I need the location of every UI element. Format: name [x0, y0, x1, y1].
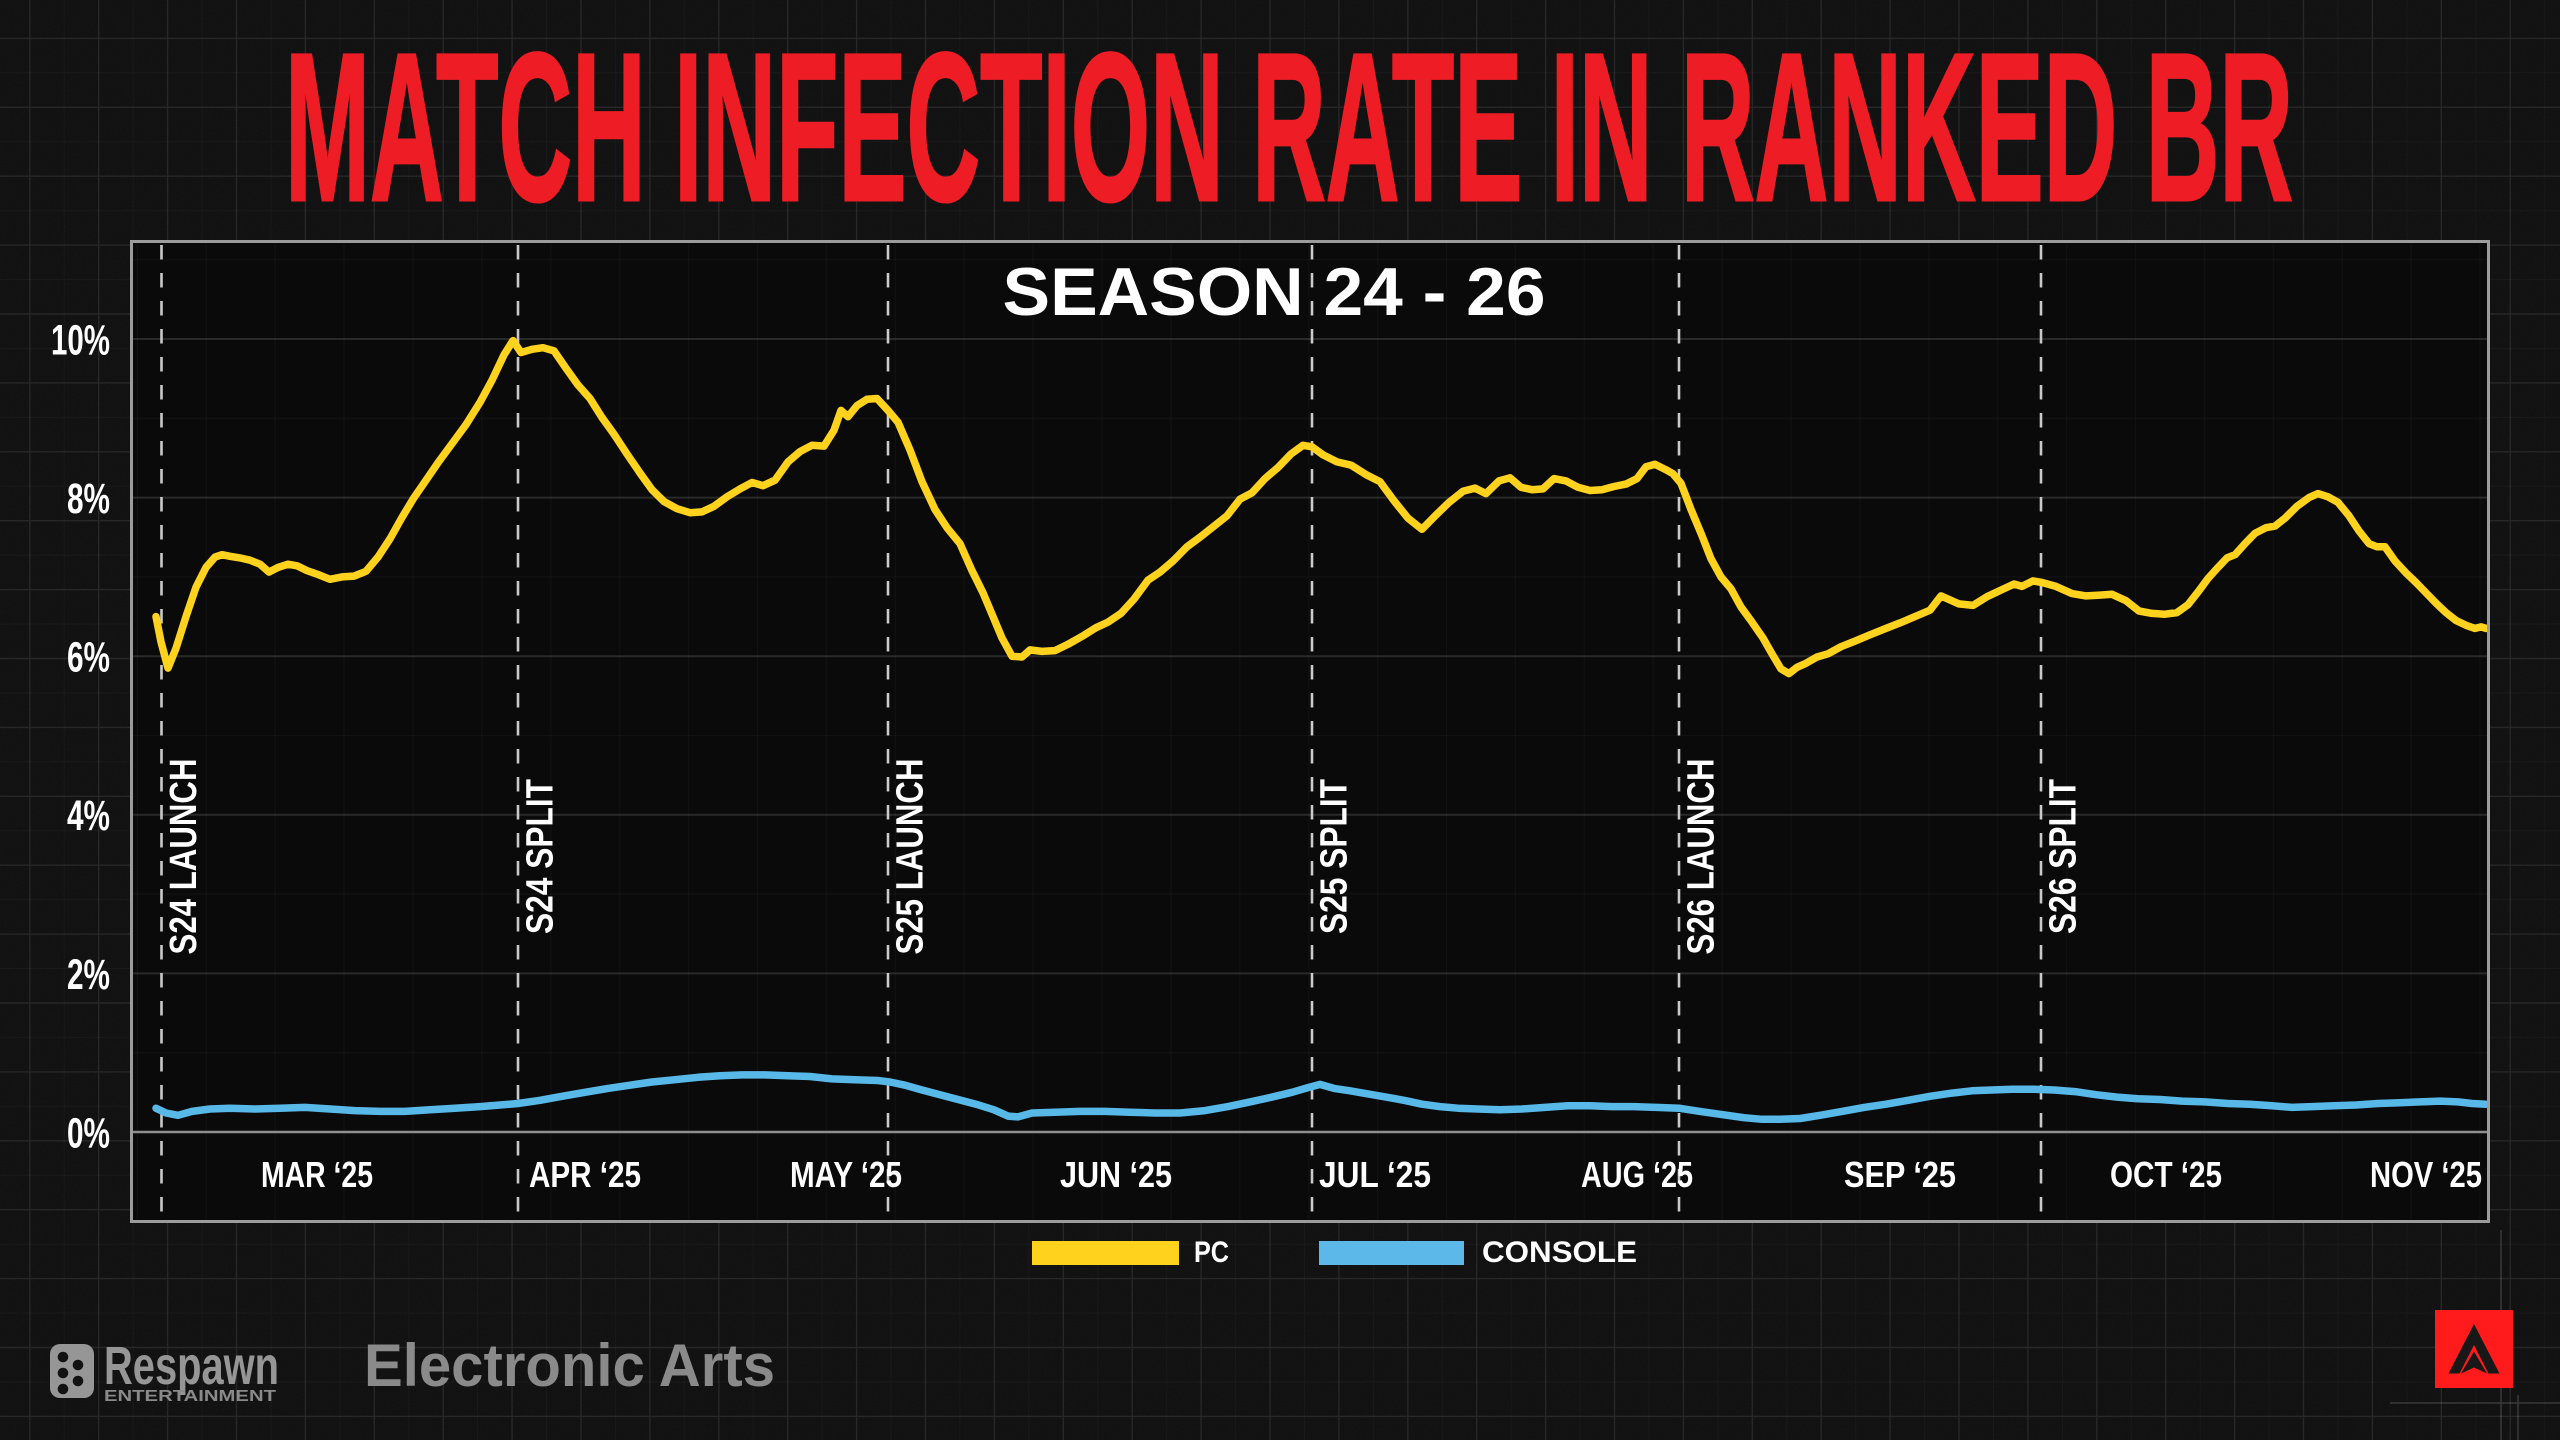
svg-text:APR ‘25: APR ‘25: [529, 1154, 641, 1195]
svg-text:MAR ‘25: MAR ‘25: [261, 1154, 373, 1195]
svg-text:MATCH INFECTION RATE IN RANKED: MATCH INFECTION RATE IN RANKED BR: [285, 9, 2293, 245]
svg-text:ENTERTAINMENT: ENTERTAINMENT: [104, 1388, 276, 1405]
svg-text:10%: 10%: [51, 316, 110, 364]
svg-text:2%: 2%: [67, 951, 110, 999]
svg-text:4%: 4%: [67, 792, 110, 840]
svg-text:0%: 0%: [67, 1109, 110, 1157]
svg-text:CONSOLE: CONSOLE: [1482, 1236, 1637, 1269]
svg-text:8%: 8%: [67, 475, 110, 523]
svg-text:6%: 6%: [67, 634, 110, 682]
svg-text:SEP ‘25: SEP ‘25: [1844, 1154, 1956, 1195]
svg-text:PC: PC: [1194, 1236, 1229, 1269]
svg-text:Respawn: Respawn: [104, 1336, 279, 1396]
svg-text:S26 SPLIT: S26 SPLIT: [2043, 779, 2085, 934]
svg-text:AUG ‘25: AUG ‘25: [1581, 1154, 1693, 1195]
svg-text:S25 SPLIT: S25 SPLIT: [1314, 779, 1356, 934]
svg-text:Electronic Arts: Electronic Arts: [364, 1332, 775, 1399]
svg-text:S24 SPLIT: S24 SPLIT: [520, 779, 562, 934]
svg-text:OCT ‘25: OCT ‘25: [2110, 1154, 2222, 1195]
svg-text:JUN ‘25: JUN ‘25: [1060, 1154, 1172, 1195]
svg-text:S25 LAUNCH: S25 LAUNCH: [890, 759, 932, 955]
svg-text:NOV ‘25: NOV ‘25: [2370, 1154, 2482, 1195]
svg-text:S24 LAUNCH: S24 LAUNCH: [163, 759, 205, 955]
svg-text:JUL ‘25: JUL ‘25: [1319, 1154, 1431, 1195]
svg-text:SEASON 24 - 26: SEASON 24 - 26: [1003, 254, 1546, 330]
svg-text:S26 LAUNCH: S26 LAUNCH: [1681, 759, 1723, 955]
svg-text:MAY ‘25: MAY ‘25: [790, 1154, 902, 1195]
